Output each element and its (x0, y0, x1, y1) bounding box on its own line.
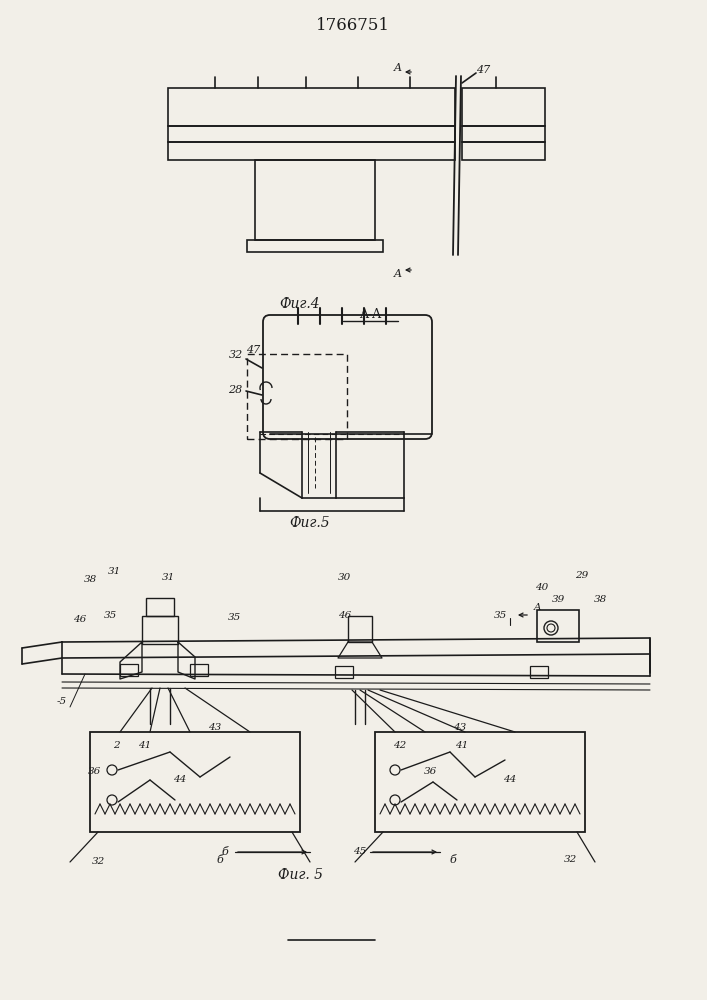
Bar (335, 666, 353, 678)
Text: 42: 42 (393, 740, 407, 750)
Bar (255, 160, 375, 240)
Text: 32: 32 (563, 856, 577, 864)
Text: 47: 47 (246, 345, 260, 355)
Bar (247, 240, 383, 252)
Text: A: A (394, 63, 402, 73)
Text: 46: 46 (74, 615, 87, 624)
Text: A: A (534, 602, 542, 611)
Text: 30: 30 (339, 574, 351, 582)
Bar (462, 88, 545, 126)
Text: 35: 35 (103, 610, 117, 619)
Text: 41: 41 (139, 740, 151, 750)
Text: 28: 28 (228, 385, 242, 395)
Text: 43: 43 (209, 722, 221, 732)
Bar (168, 142, 455, 160)
Bar (537, 610, 579, 642)
Text: 31: 31 (108, 568, 122, 576)
Bar (375, 732, 585, 832)
Text: 46: 46 (339, 610, 351, 619)
Text: Фиг.5: Фиг.5 (290, 516, 330, 530)
Text: 40: 40 (535, 584, 549, 592)
Text: 35: 35 (493, 610, 507, 619)
Text: 1766751: 1766751 (316, 16, 390, 33)
Bar (247, 354, 347, 439)
Text: -5: -5 (57, 698, 67, 706)
Text: A: A (394, 269, 402, 279)
Bar (90, 732, 300, 832)
Bar (142, 616, 178, 644)
Bar (120, 664, 138, 676)
Text: 47: 47 (476, 65, 490, 75)
Bar (168, 126, 455, 142)
Text: б: б (221, 847, 228, 857)
Text: 36: 36 (88, 768, 102, 776)
Text: 44: 44 (173, 776, 187, 784)
Bar (348, 616, 372, 642)
Text: A-A: A-A (359, 308, 381, 322)
Text: Фиг. 5: Фиг. 5 (278, 868, 322, 882)
Text: 32: 32 (229, 350, 243, 360)
Bar (462, 142, 545, 160)
Text: 36: 36 (423, 768, 437, 776)
Bar (168, 88, 455, 126)
Text: 44: 44 (503, 776, 517, 784)
Text: Фиг.4: Фиг.4 (280, 297, 320, 311)
Text: 35: 35 (228, 613, 242, 622)
Text: 38: 38 (83, 576, 97, 584)
Bar (462, 126, 545, 142)
Text: 45: 45 (354, 848, 367, 856)
Bar (530, 666, 548, 678)
Text: 2: 2 (112, 740, 119, 750)
Text: б: б (216, 855, 223, 865)
Bar (146, 598, 174, 616)
Text: 29: 29 (575, 570, 589, 580)
Text: б: б (450, 855, 457, 865)
Text: 32: 32 (91, 857, 105, 866)
Text: 41: 41 (455, 740, 469, 750)
Bar (190, 664, 208, 676)
Text: 38: 38 (593, 595, 607, 604)
Text: 39: 39 (551, 595, 565, 604)
Text: 31: 31 (161, 574, 175, 582)
Text: 43: 43 (453, 722, 467, 732)
